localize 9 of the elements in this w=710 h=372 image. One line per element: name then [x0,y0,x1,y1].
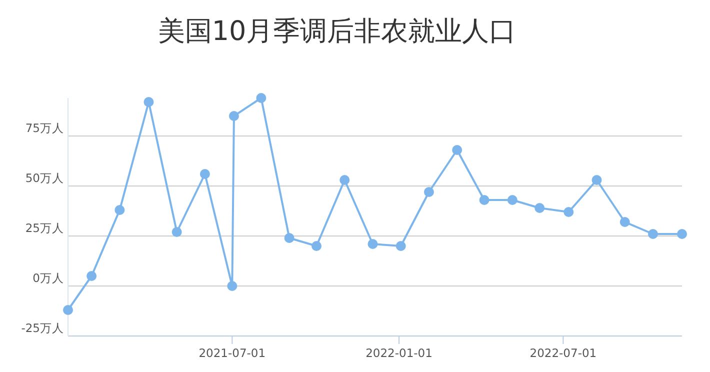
x-tick-label: 2021-07-01 [198,346,266,360]
x-tick-label: 2022-07-01 [530,346,597,360]
x-tick-label: 2022-01-01 [366,346,432,360]
y-tick-label: -25万人 [21,321,64,335]
y-tick-label: 75万人 [25,121,64,135]
y-tick-label: 0万人 [32,271,64,285]
y-tick-label: 50万人 [25,171,64,185]
chart-title: 美国10月季调后非农就业人口 [158,16,516,47]
y-tick-label: 25万人 [25,221,64,235]
